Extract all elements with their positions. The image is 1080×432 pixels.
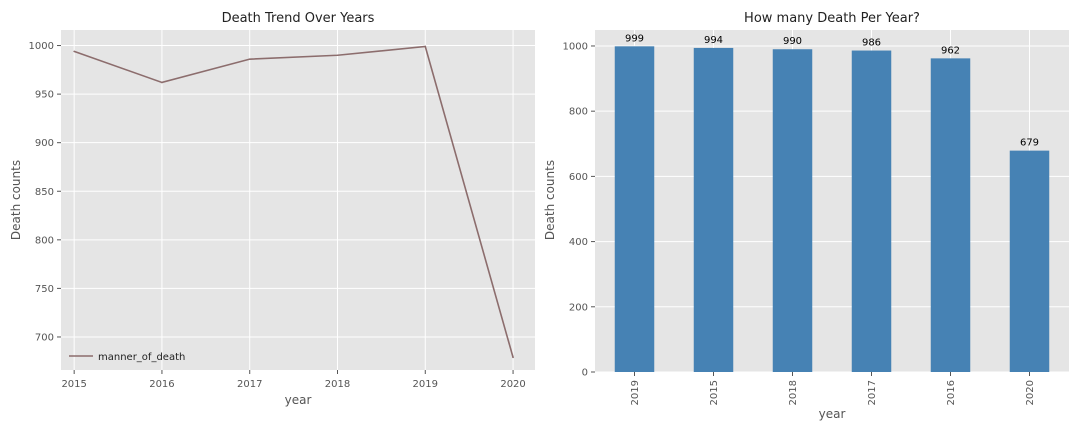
bar-chart-x-tick-label: 2018 [788,380,799,405]
bar-chart-y-tick-label: 400 [569,237,588,248]
line-chart-x-tick-label: 2016 [149,379,174,390]
line-point [248,58,251,60]
bar-chart-data-labels: 999 994 990 986 962 679 [625,33,1039,148]
line-point [424,45,427,48]
line-chart-x-tick-label: 2018 [325,379,350,390]
bar-chart-bars [614,46,1050,373]
line-chart-y-tick-label: 950 [35,90,54,101]
line-chart-y-tick-label: 850 [35,187,54,198]
line-chart-x-axis-label: year [285,393,312,407]
line-point [336,54,339,57]
line-chart-y-ticks: 700 750 800 850 900 950 1000 [29,41,61,343]
legend-entry-manner-of-death: manner_of_death [98,352,185,363]
line-chart-legend: manner_of_death [69,352,185,363]
bar-chart-y-tick-label: 1000 [563,41,588,52]
bar-2019 [614,46,655,372]
bar-data-label: 962 [941,45,960,56]
line-chart-x-ticks: 2015 2016 2017 2018 2019 2020 [61,370,526,390]
line-chart-x-tick-label: 2017 [237,379,262,390]
line-chart-y-axis-label: Death counts [9,160,23,240]
line-chart-title: Death Trend Over Years [222,11,375,26]
bar-data-label: 994 [704,35,723,46]
line-chart-y-tick-label: 750 [35,284,54,295]
line-point [512,356,514,359]
line-chart-y-tick-label: 700 [35,332,54,343]
line-chart-x-tick-label: 2015 [61,379,86,390]
bar-chart-y-tick-label: 600 [569,172,588,183]
bar-data-label: 990 [783,36,802,47]
bar-2018 [772,49,813,372]
line-point [73,50,75,53]
bar-2020 [1009,150,1050,372]
bar-chart-y-tick-label: 200 [569,302,588,313]
line-chart-series [73,45,514,359]
bar-chart-y-axis-label: Death counts [543,160,557,240]
line-chart-gridlines [61,30,535,370]
line-chart-y-tick-label: 1000 [29,41,54,52]
bar-chart-y-tick-label: 800 [569,107,588,118]
bar-chart-x-tick-label: 2020 [1025,380,1036,405]
bar-data-label: 999 [625,33,644,44]
bar-2015 [693,47,734,372]
bar-chart-plot-area [595,30,1069,372]
bar-chart-x-tick-label: 2015 [709,380,720,405]
line-chart-x-tick-label: 2020 [500,379,525,390]
bar-chart-title: How many Death Per Year? [744,11,920,26]
line-chart: 2015 2016 2017 2018 2019 2020 700 750 800 850 900… [9,11,535,407]
line-chart-plot-area [61,30,535,370]
bar-2016 [930,58,971,372]
bar-chart-x-axis-label: year [819,407,846,421]
bar-chart-y-tick-label: 0 [582,368,588,379]
line-series-manner-of-death [73,45,514,358]
bar-chart-x-tick-label: 2016 [946,380,957,405]
line-chart-y-tick-label: 800 [35,235,54,246]
bar-2017 [851,50,892,373]
bar-chart-y-ticks: 0 200 400 600 800 1000 [563,41,595,379]
bar-chart-x-tick-label: 2019 [630,380,641,405]
bar-chart-x-ticks: 2019 2015 2018 2017 2016 2020 [630,372,1036,405]
bar-chart-x-tick-label: 2017 [867,380,878,405]
line-chart-x-tick-label: 2019 [413,379,438,390]
line-point [161,81,163,84]
bar-data-label: 679 [1020,138,1039,149]
bar-data-label: 986 [862,38,881,49]
line-chart-y-tick-label: 900 [35,138,54,149]
